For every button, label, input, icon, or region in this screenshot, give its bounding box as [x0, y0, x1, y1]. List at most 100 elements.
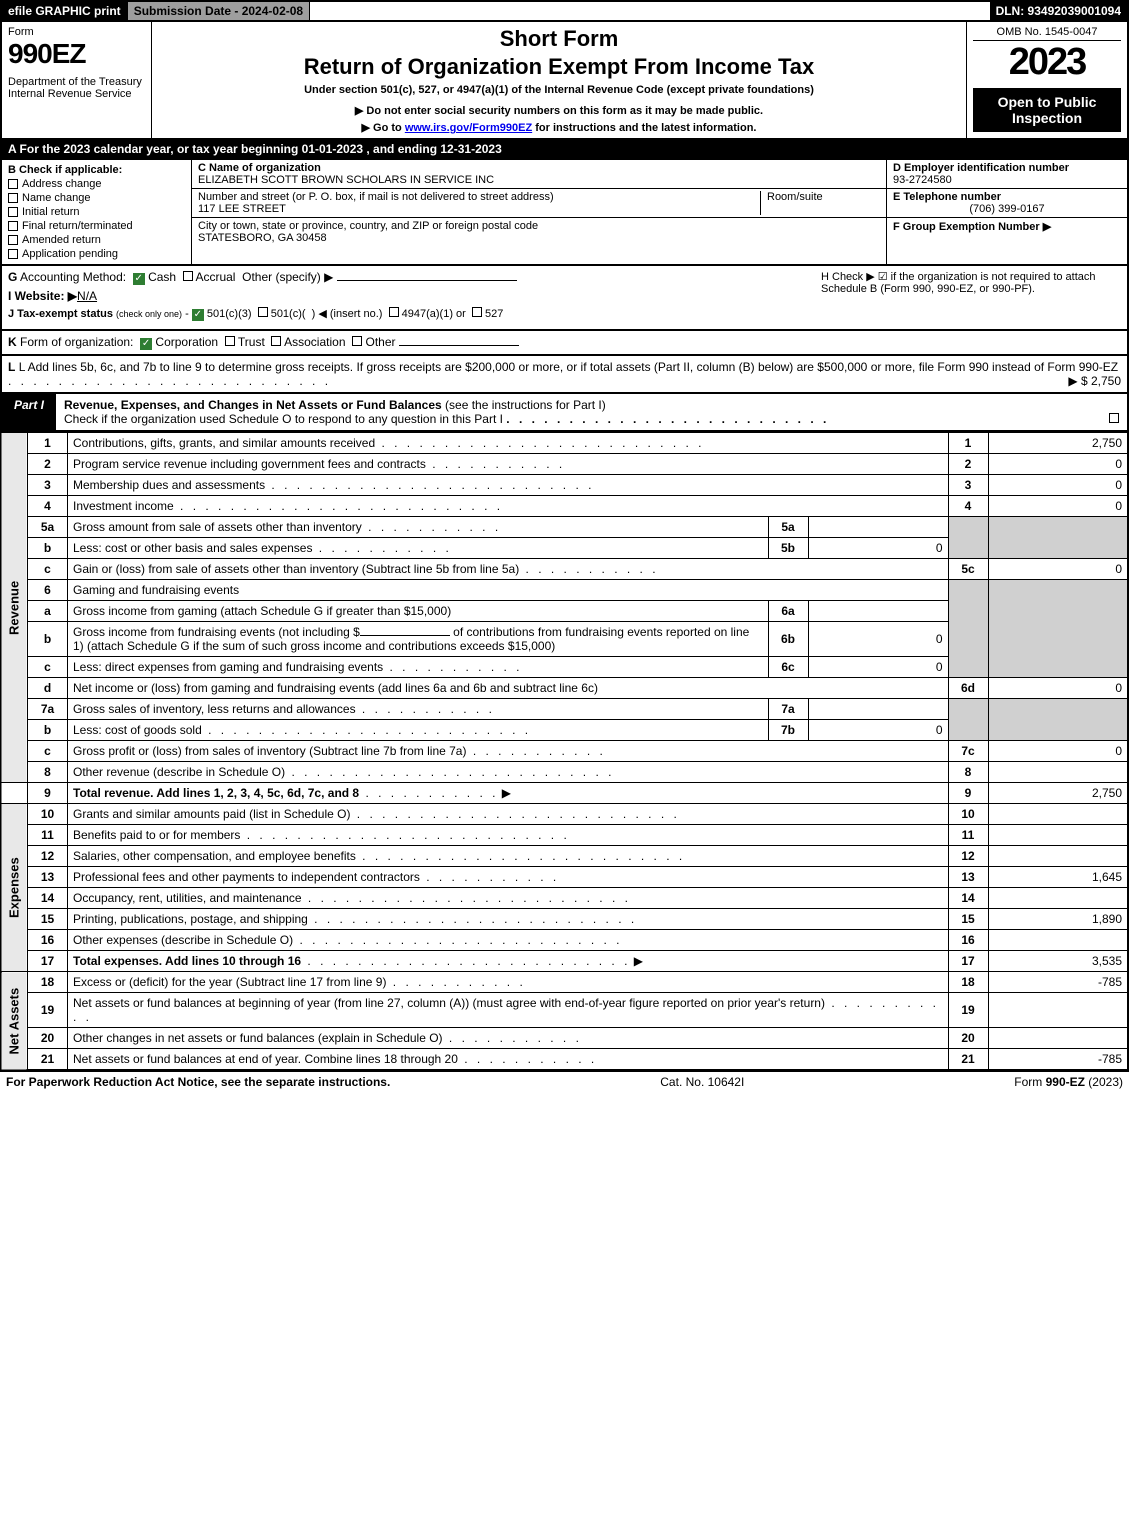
form-id-block: Form 990EZ Department of the Treasury In… — [2, 22, 152, 138]
line-num: 10 — [28, 804, 68, 825]
line-num: 16 — [28, 930, 68, 951]
line-rnum: 5c — [948, 559, 988, 580]
line-num: b — [28, 538, 68, 559]
irs-link[interactable]: www.irs.gov/Form990EZ — [405, 122, 532, 134]
line-num: 21 — [28, 1049, 68, 1071]
line-16-desc: Other expenses (describe in Schedule O) — [73, 933, 293, 947]
shade-cell — [948, 517, 988, 559]
line-15-value: 1,890 — [988, 909, 1128, 930]
identity-block: B Check if applicable: Address change Na… — [0, 160, 1129, 266]
line-rnum: 17 — [948, 951, 988, 972]
l-amount: ▶ $ 2,750 — [1068, 374, 1121, 388]
chk-address-change[interactable]: Address change — [8, 178, 185, 190]
line-11-desc: Benefits paid to or for members — [73, 828, 240, 842]
chk-amended-return[interactable]: Amended return — [8, 234, 185, 246]
street-value: 117 LEE STREET — [198, 203, 286, 215]
chk-application-pending[interactable]: Application pending — [8, 248, 185, 260]
line-10-value — [988, 804, 1128, 825]
shade-cell — [948, 699, 988, 741]
k-form-of-org: K Form of organization: ✓ Corporation Tr… — [0, 331, 1129, 356]
line-5b-subval: 0 — [808, 538, 948, 559]
j-tax-exempt-status: J Tax-exempt status (check only one) - ✓… — [8, 307, 1121, 321]
line-rnum: 11 — [948, 825, 988, 846]
c-name-label: C Name of organization — [198, 162, 321, 174]
e-phone-label: E Telephone number — [893, 191, 1001, 203]
line-num: a — [28, 601, 68, 622]
chk-label-address: Address change — [22, 178, 102, 190]
line-num: c — [28, 559, 68, 580]
chk-label-final: Final return/terminated — [22, 220, 133, 232]
line-rnum: 2 — [948, 454, 988, 475]
shade-cell — [988, 699, 1128, 741]
chk-initial-return[interactable]: Initial return — [8, 206, 185, 218]
line-num: 2 — [28, 454, 68, 475]
line-num: 6 — [28, 580, 68, 601]
line-11-value — [988, 825, 1128, 846]
line-5c-value: 0 — [988, 559, 1128, 580]
checkbox-icon — [225, 336, 235, 346]
netassets-side-label: Net Assets — [1, 972, 28, 1071]
form-meta-block: OMB No. 1545-0047 2023 Open to Public In… — [967, 22, 1127, 138]
chk-name-change[interactable]: Name change — [8, 192, 185, 204]
line-num: 8 — [28, 762, 68, 783]
tax-year: 2023 — [973, 41, 1121, 84]
line-num: 19 — [28, 993, 68, 1028]
line-num: b — [28, 622, 68, 657]
line-7c-desc: Gross profit or (loss) from sales of inv… — [73, 744, 466, 758]
ghij-block: H Check ▶ ☑ if the organization is not r… — [0, 266, 1129, 331]
checkbox-icon — [8, 235, 18, 245]
line-21-value: -785 — [988, 1049, 1128, 1071]
line-rnum: 21 — [948, 1049, 988, 1071]
b-check-if: Check if applicable: — [19, 164, 122, 176]
checkbox-icon — [8, 193, 18, 203]
line-rnum: 9 — [948, 783, 988, 804]
checkbox-icon — [472, 307, 482, 317]
line-14-value — [988, 888, 1128, 909]
sub-label: 7a — [768, 699, 808, 720]
line-num: 17 — [28, 951, 68, 972]
efile-print-button[interactable]: efile GRAPHIC print — [2, 2, 128, 20]
checkbox-icon — [352, 336, 362, 346]
line-10-desc: Grants and similar amounts paid (list in… — [73, 807, 350, 821]
b-letter: B — [8, 164, 16, 176]
submission-date: Submission Date - 2024-02-08 — [128, 2, 310, 20]
line-rnum: 8 — [948, 762, 988, 783]
line-12-value — [988, 846, 1128, 867]
shade-cell — [988, 517, 1128, 559]
line-num: 18 — [28, 972, 68, 993]
line-num: 3 — [28, 475, 68, 496]
topbar-spacer — [310, 2, 989, 20]
form-version: Form 990-EZ (2023) — [1014, 1075, 1123, 1089]
part-i-paren: (see the instructions for Part I) — [442, 398, 606, 412]
chk-final-return[interactable]: Final return/terminated — [8, 220, 185, 232]
line-7b-desc: Less: cost of goods sold — [73, 723, 202, 737]
line-rnum: 20 — [948, 1028, 988, 1049]
line-num: d — [28, 678, 68, 699]
line-6b-subval: 0 — [808, 622, 948, 657]
form-version-post: (2023) — [1085, 1075, 1123, 1089]
line-8-desc: Other revenue (describe in Schedule O) — [73, 765, 285, 779]
i-website-value: N/A — [77, 289, 97, 303]
line-6a-subval — [808, 601, 948, 622]
line-num: 20 — [28, 1028, 68, 1049]
form-title-block: Short Form Return of Organization Exempt… — [152, 22, 967, 138]
note2-post: for instructions and the latest informat… — [532, 122, 756, 134]
line-7a-desc: Gross sales of inventory, less returns a… — [73, 702, 356, 716]
line-7b-subval: 0 — [808, 720, 948, 741]
line-rnum: 14 — [948, 888, 988, 909]
line-2-desc: Program service revenue including govern… — [73, 457, 426, 471]
line-5b-desc: Less: cost or other basis and sales expe… — [73, 541, 312, 555]
line-6-desc: Gaming and fundraising events — [68, 580, 949, 601]
checkbox-icon — [8, 207, 18, 217]
checkbox-icon — [389, 307, 399, 317]
line-18-value: -785 — [988, 972, 1128, 993]
line-3-value: 0 — [988, 475, 1128, 496]
line-16-value — [988, 930, 1128, 951]
line-9-value: 2,750 — [988, 783, 1128, 804]
form-header: Form 990EZ Department of the Treasury In… — [0, 22, 1129, 140]
form-number: 990EZ — [8, 38, 145, 70]
h-schedule-b-note: H Check ▶ ☑ if the organization is not r… — [821, 270, 1121, 295]
shade-cell — [988, 580, 1128, 678]
city-value: STATESBORO, GA 30458 — [198, 232, 327, 244]
checkbox-icon — [258, 307, 268, 317]
